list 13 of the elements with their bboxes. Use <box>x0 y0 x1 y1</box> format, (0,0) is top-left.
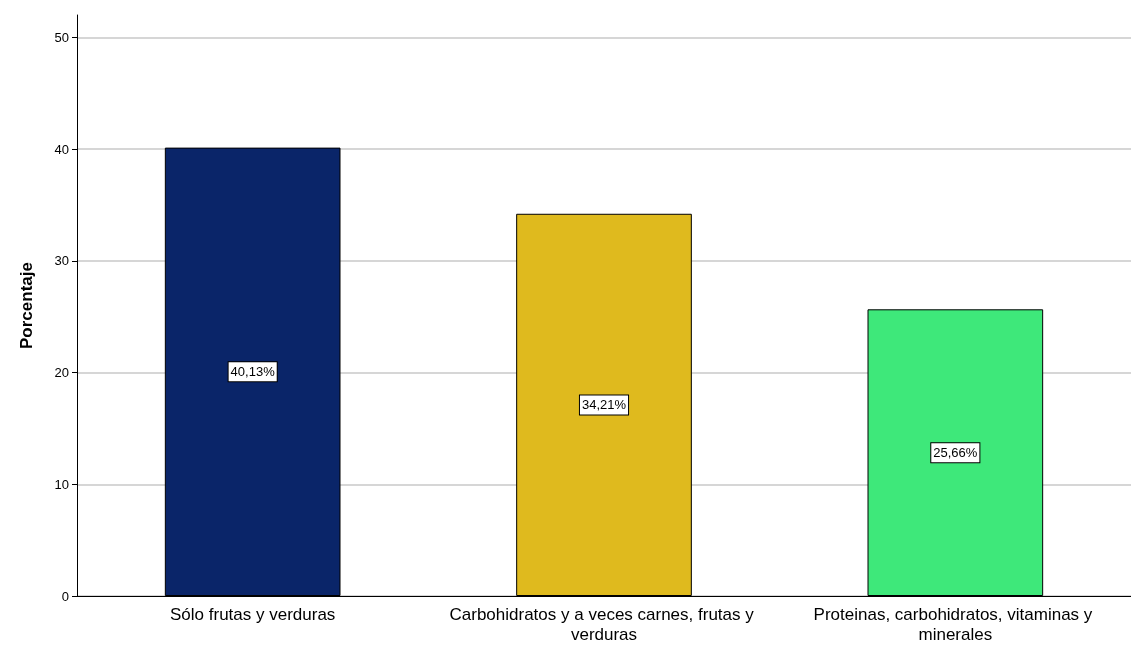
y-tick-label: 50 <box>54 29 69 45</box>
y-tick-label: 30 <box>54 253 69 269</box>
y-tick-label: 10 <box>54 476 69 492</box>
data-label: 40,13% <box>230 364 276 380</box>
x-tick-label: Carbohidratos y a veces carnes, frutas y verduras <box>449 604 759 644</box>
data-label: 34,21% <box>581 397 627 413</box>
y-tick-label: 20 <box>54 365 69 381</box>
x-tick-label: Sólo frutas y verduras <box>169 604 336 624</box>
data-label: 25,66% <box>933 445 978 461</box>
y-tick-label: 40 <box>54 141 69 157</box>
y-axis-title: Porcentaje <box>17 262 36 349</box>
y-tick-label: 0 <box>61 588 69 604</box>
x-tick-label: Proteinas, carbohidratos, vitaminas y minerales <box>813 604 1098 644</box>
